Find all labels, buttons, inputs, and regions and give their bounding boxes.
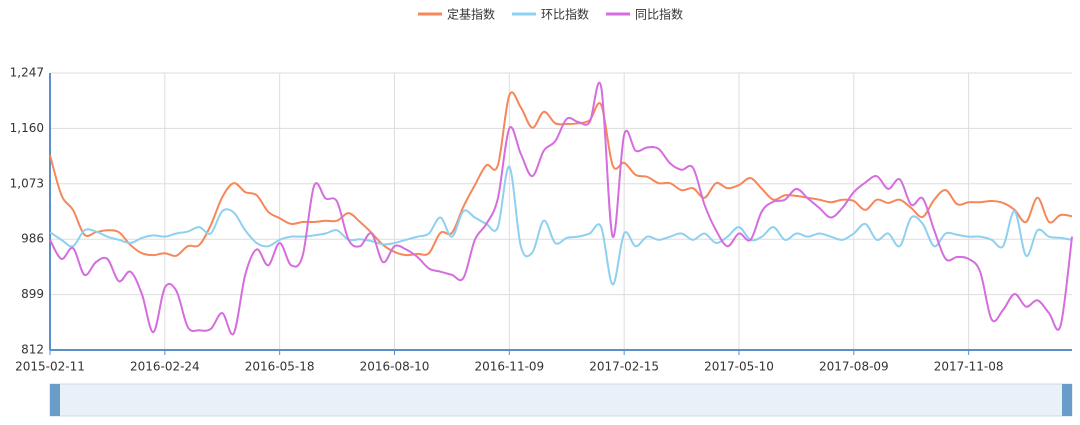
y-tick-label: 899 <box>21 287 44 301</box>
y-tick-label: 1,160 <box>10 121 44 135</box>
x-tick-label: 2016-08-10 <box>360 360 430 374</box>
y-tick-label: 1,247 <box>10 66 44 80</box>
x-tick-label: 2017-11-08 <box>934 360 1004 374</box>
x-tick-label: 2016-05-18 <box>245 360 315 374</box>
zoom-handle[interactable] <box>1062 384 1072 416</box>
y-tick-label: 1,073 <box>10 176 44 190</box>
legend: 定基指数 环比指数 同比指数 <box>418 7 683 22</box>
zoom-handle[interactable] <box>50 384 60 416</box>
y-tick-label: 986 <box>21 232 44 246</box>
series-line <box>49 91 1073 257</box>
legend-label: 环比指数 <box>541 7 589 22</box>
legend-label: 同比指数 <box>635 7 683 22</box>
x-tick-label: 2016-11-09 <box>474 360 544 374</box>
x-tick-label: 2017-08-09 <box>819 360 889 374</box>
zoom-track[interactable] <box>49 383 1073 417</box>
legend-label: 定基指数 <box>447 7 495 22</box>
x-tick-label: 2017-05-10 <box>704 360 774 374</box>
series-line <box>49 165 1073 286</box>
x-tick-label: 2016-02-24 <box>130 360 200 374</box>
series-line <box>49 81 1073 336</box>
y-tick-label: 812 <box>21 343 44 357</box>
x-tick-label: 2017-02-15 <box>589 360 659 374</box>
data-zoom[interactable] <box>49 383 1073 417</box>
x-tick-label: 2015-02-11 <box>15 360 85 374</box>
